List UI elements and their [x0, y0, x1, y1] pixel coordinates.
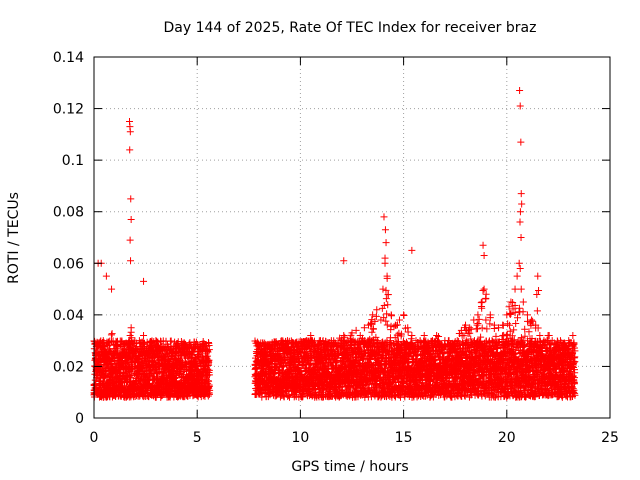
data-point — [127, 215, 135, 223]
data-point — [513, 272, 521, 280]
data-point — [478, 298, 486, 306]
data-point — [307, 331, 315, 339]
data-point — [480, 285, 488, 293]
data-point — [517, 138, 525, 146]
data-point — [507, 298, 515, 306]
data-point — [480, 252, 488, 260]
data-point — [126, 146, 134, 154]
data-point — [523, 311, 531, 319]
data-point — [495, 324, 503, 332]
data-point — [108, 285, 116, 293]
data-point — [515, 259, 523, 267]
data-point — [360, 324, 368, 332]
data-point — [479, 241, 487, 249]
data-point — [516, 218, 524, 226]
data-point — [517, 190, 525, 198]
data-point — [140, 331, 148, 339]
data-point — [516, 208, 524, 216]
data-point — [380, 213, 388, 221]
data-point — [369, 311, 377, 319]
data-points — [90, 87, 579, 401]
data-point — [379, 285, 387, 293]
data-point — [518, 200, 526, 208]
data-point — [516, 87, 524, 95]
data-point — [127, 257, 135, 265]
data-point — [511, 285, 519, 293]
data-point — [126, 236, 134, 244]
data-point — [516, 264, 524, 272]
data-point — [408, 331, 416, 339]
data-point — [108, 330, 116, 338]
data-point — [382, 239, 390, 247]
data-point — [140, 277, 148, 285]
data-point — [381, 226, 389, 234]
data-point — [474, 311, 482, 319]
data-point — [352, 326, 360, 334]
data-point — [536, 331, 544, 339]
data-point — [517, 234, 525, 241]
data-point — [395, 316, 403, 324]
data-point — [519, 298, 527, 306]
data-point — [534, 272, 542, 280]
data-point — [340, 257, 348, 265]
data-point — [126, 128, 134, 136]
data-point — [340, 331, 348, 339]
data-point — [517, 285, 525, 293]
data-point — [516, 102, 524, 110]
data-point — [128, 334, 136, 342]
data-point — [408, 246, 416, 254]
data-point — [127, 195, 135, 203]
data-point — [420, 331, 428, 339]
data-point — [107, 331, 115, 339]
data-point — [470, 316, 478, 324]
data-point — [569, 331, 577, 339]
data-point — [102, 272, 110, 280]
data-point — [381, 254, 389, 262]
data-point — [373, 306, 381, 314]
